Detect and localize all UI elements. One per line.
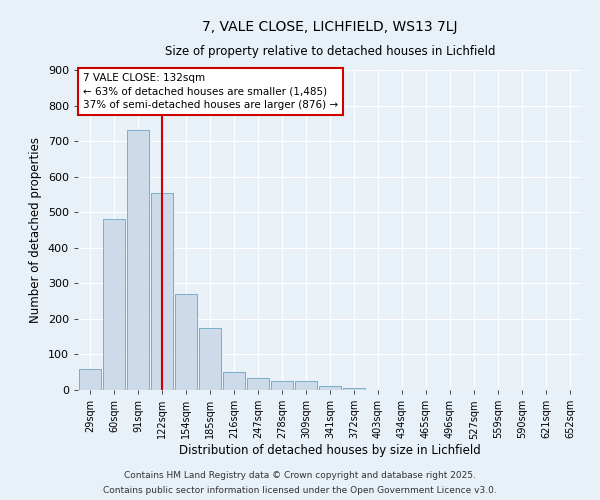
Text: 7 VALE CLOSE: 132sqm
← 63% of detached houses are smaller (1,485)
37% of semi-de: 7 VALE CLOSE: 132sqm ← 63% of detached h… <box>83 73 338 110</box>
Text: 7, VALE CLOSE, LICHFIELD, WS13 7LJ: 7, VALE CLOSE, LICHFIELD, WS13 7LJ <box>202 20 458 34</box>
Bar <box>79 370 101 390</box>
Bar <box>151 192 173 390</box>
Text: Contains public sector information licensed under the Open Government Licence v3: Contains public sector information licen… <box>103 486 497 495</box>
Bar <box>343 388 365 390</box>
Bar <box>103 220 125 390</box>
Bar <box>319 386 341 390</box>
Bar <box>247 378 269 390</box>
Bar <box>223 372 245 390</box>
Text: Size of property relative to detached houses in Lichfield: Size of property relative to detached ho… <box>165 45 495 58</box>
Bar <box>271 381 293 390</box>
Bar <box>127 130 149 390</box>
Bar <box>199 328 221 390</box>
Y-axis label: Number of detached properties: Number of detached properties <box>29 137 42 323</box>
Text: Contains HM Land Registry data © Crown copyright and database right 2025.: Contains HM Land Registry data © Crown c… <box>124 471 476 480</box>
X-axis label: Distribution of detached houses by size in Lichfield: Distribution of detached houses by size … <box>179 444 481 457</box>
Bar <box>175 294 197 390</box>
Bar <box>295 381 317 390</box>
